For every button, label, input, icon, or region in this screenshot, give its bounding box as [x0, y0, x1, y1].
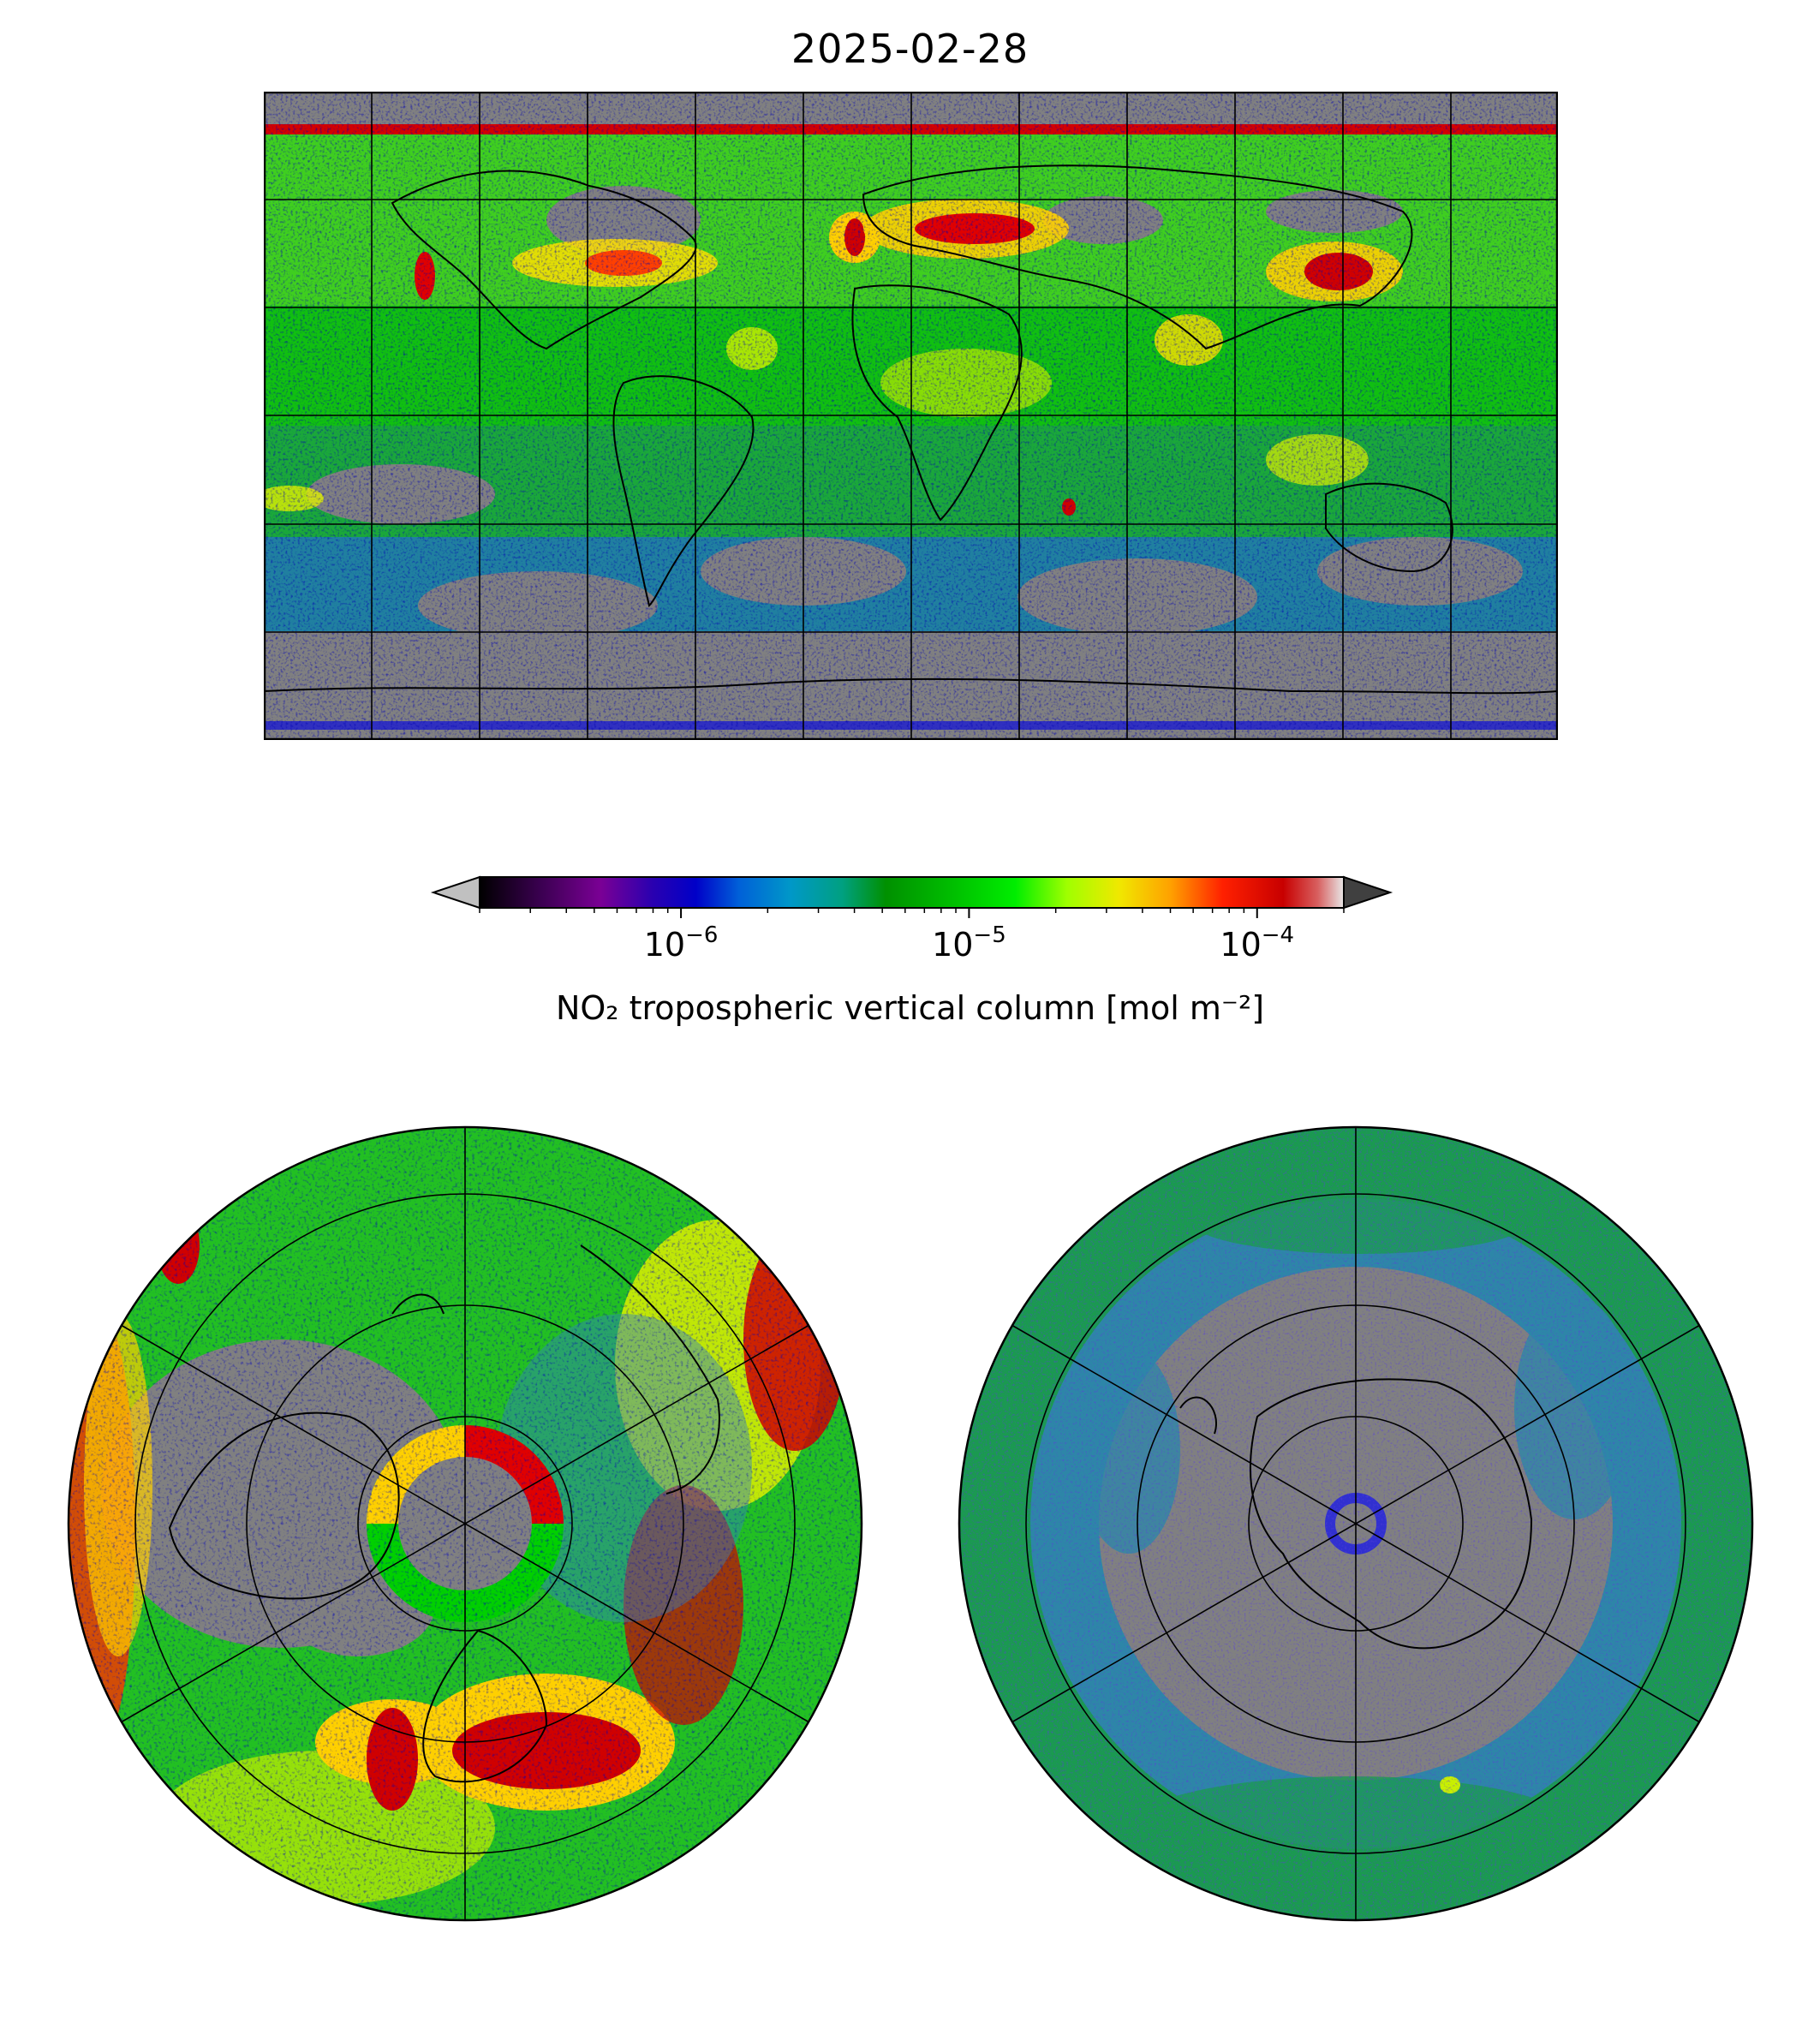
gridlines [264, 92, 1558, 740]
colorbar-label: NO₂ tropospheric vertical column [mol m⁻… [555, 989, 1265, 1027]
north-coastlines [168, 1244, 720, 1783]
colorbar-tick-label: 10−6 [644, 922, 719, 964]
global-map [264, 92, 1558, 740]
colorbar-under-arrow [430, 875, 480, 910]
colorbar-over-arrow [1343, 875, 1393, 910]
north-gridlines [120, 1127, 810, 1920]
south-coastlines [1179, 1378, 1533, 1650]
colorbar-ticks: 10−6 10−5 10−4 [479, 908, 1345, 964]
figure-title: 2025-02-28 [791, 26, 1029, 72]
south-polar-map [958, 1125, 1754, 1922]
colorbar-tick-label: 10−4 [1220, 922, 1294, 964]
map-frame [264, 92, 1558, 740]
north-polar-map [67, 1125, 863, 1922]
north-frame [67, 1125, 863, 1922]
colorbar-gradient [479, 876, 1345, 909]
south-gridlines [1011, 1127, 1701, 1920]
colorbar: 10−6 10−5 10−4 [430, 875, 1393, 964]
coastlines [264, 164, 1558, 695]
south-frame [958, 1125, 1754, 1922]
colorbar-tick-label: 10−5 [932, 922, 1006, 964]
